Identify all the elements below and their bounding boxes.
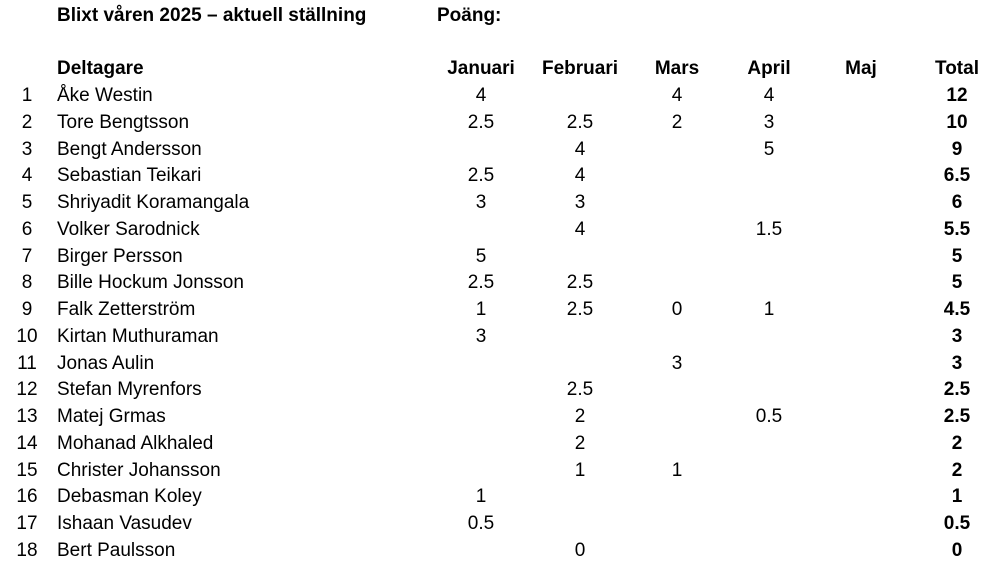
score-cell: 3 [475,192,487,213]
participant-name: Tore Bengtsson [57,111,190,133]
rank: 5 [21,192,33,213]
score-cell: 1 [574,459,586,481]
column-header: Februari [541,58,619,79]
score-cell: 5 [475,245,487,267]
participant-name: Stefan Myrenfors [57,379,202,401]
rank: 16 [16,486,38,508]
score-cell: 4 [671,85,683,106]
total-cell: 6 [951,192,963,213]
score-cell: 3 [671,352,683,374]
participant-name: Åke Westin [57,85,153,106]
rank: 10 [16,325,38,347]
score-cell: 2 [574,406,586,427]
column-header: Maj [845,58,877,79]
total-cell: 6.5 [943,165,971,187]
points-label: Poäng: [437,5,502,26]
rank: 14 [16,432,38,454]
total-cell: 1 [951,486,963,508]
total-cell: 5.5 [943,218,971,240]
participant-name: Falk Zetterström [57,299,196,320]
rank: 13 [16,406,38,427]
score-cell: 2.5 [467,272,495,294]
participant-name: Ishaan Vasudev [57,513,192,534]
rank: 12 [16,379,38,401]
score-cell: 2.5 [566,299,594,320]
score-cell: 4 [475,85,487,106]
score-cell: 2 [671,111,683,133]
participant-name: Shriyadit Koramangala [57,192,250,213]
participant-name: Bille Hockum Jonsson [57,272,244,294]
score-cell: 0 [574,539,586,561]
participant-name: Debasman Koley [57,486,202,508]
total-cell: 2 [951,459,963,481]
total-cell: 4.5 [943,299,971,320]
score-cell: 3 [763,111,775,133]
score-cell: 2.5 [467,165,495,187]
total-cell: 0.5 [943,513,971,534]
total-header: Total [935,58,979,79]
participant-name: Bengt Andersson [57,138,202,160]
total-cell: 2.5 [943,379,971,401]
score-cell: 0 [671,299,683,320]
rank: 6 [21,218,33,240]
total-cell: 3 [951,352,963,374]
rank: 4 [21,165,33,187]
rank: 9 [21,299,33,320]
score-cell: 3 [574,192,586,213]
column-header: April [747,58,791,79]
name-header: Deltagare [57,58,144,79]
title: Blixt våren 2025 – aktuell ställning [57,5,367,26]
participant-name: Jonas Aulin [57,352,155,374]
score-cell: 2.5 [566,272,594,294]
rank: 15 [16,459,38,481]
score-cell: 0.5 [467,513,495,534]
score-cell: 4 [574,138,586,160]
total-cell: 10 [946,111,968,133]
rank: 1 [21,85,33,106]
score-cell: 1 [475,299,487,320]
score-cell: 1.5 [755,218,783,240]
participant-name: Mohanad Alkhaled [57,432,214,454]
participant-name: Bert Paulsson [57,539,176,561]
participant-name: Matej Grmas [57,406,166,427]
rank: 8 [21,272,33,294]
score-cell: 2.5 [467,111,495,133]
total-cell: 2 [951,432,963,454]
score-cell: 3 [475,325,487,347]
total-cell: 9 [951,138,963,160]
rank: 11 [17,352,37,374]
total-cell: 0 [951,539,963,561]
score-cell: 4 [574,218,586,240]
rank: 18 [16,539,38,561]
score-cell: 2 [574,432,586,454]
rank: 7 [21,245,33,267]
rank: 17 [16,513,38,534]
score-cell: 1 [671,459,683,481]
total-cell: 5 [951,245,963,267]
participant-name: Birger Persson [57,245,183,267]
score-cell: 2.5 [566,379,594,401]
score-cell: 4 [574,165,586,187]
rank: 3 [21,138,33,160]
score-cell: 1 [475,486,487,508]
score-cell: 0.5 [755,406,783,427]
total-cell: 2.5 [943,406,971,427]
column-header: Mars [654,58,700,79]
score-cell: 2.5 [566,111,594,133]
participant-name: Kirtan Muthuraman [57,325,219,347]
score-cell: 4 [763,85,775,106]
total-cell: 12 [946,85,968,106]
score-cell: 1 [763,299,775,320]
total-cell: 5 [951,272,963,294]
column-header: Januari [447,58,515,79]
participant-name: Volker Sarodnick [57,218,200,240]
participant-name: Christer Johansson [57,459,221,481]
score-cell: 5 [763,138,775,160]
total-cell: 3 [951,325,963,347]
participant-name: Sebastian Teikari [57,165,202,187]
rank: 2 [21,111,33,133]
